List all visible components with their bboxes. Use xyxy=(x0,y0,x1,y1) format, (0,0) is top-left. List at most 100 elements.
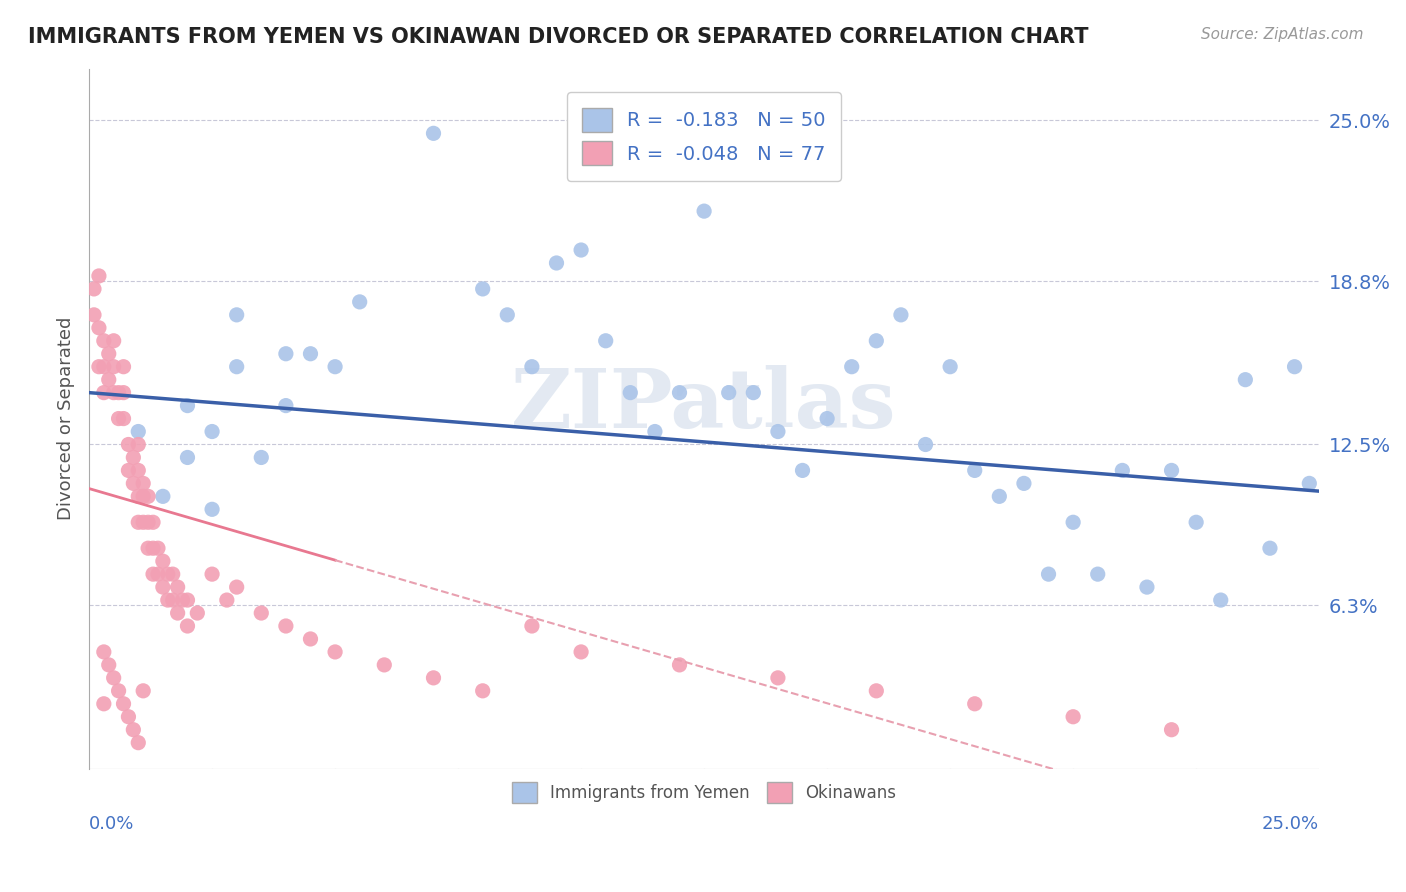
Point xyxy=(988,489,1011,503)
Point xyxy=(215,593,238,607)
Point xyxy=(274,347,297,361)
Y-axis label: Divorced or Separated: Divorced or Separated xyxy=(58,317,75,520)
Point xyxy=(107,411,129,425)
Point xyxy=(176,619,198,633)
Point xyxy=(127,425,149,439)
Point xyxy=(146,567,169,582)
Point xyxy=(693,204,716,219)
Point xyxy=(83,282,105,296)
Point xyxy=(815,411,838,425)
Point xyxy=(87,268,110,283)
Point xyxy=(569,645,592,659)
Point xyxy=(201,425,224,439)
Point xyxy=(644,425,666,439)
Point xyxy=(939,359,962,374)
Point xyxy=(132,516,155,530)
Point xyxy=(142,567,165,582)
Point xyxy=(201,502,224,516)
Point xyxy=(865,683,887,698)
Point xyxy=(323,359,346,374)
Point xyxy=(112,359,135,374)
Point xyxy=(176,450,198,465)
Point xyxy=(117,710,139,724)
Point xyxy=(132,683,155,698)
Point xyxy=(250,606,273,620)
Point xyxy=(132,476,155,491)
Point xyxy=(87,359,110,374)
Point xyxy=(1087,567,1109,582)
Point xyxy=(1136,580,1159,594)
Point xyxy=(152,580,174,594)
Point xyxy=(93,334,115,348)
Point xyxy=(299,347,322,361)
Point xyxy=(1258,541,1281,556)
Point xyxy=(766,425,789,439)
Point xyxy=(127,463,149,477)
Text: 25.0%: 25.0% xyxy=(1263,815,1319,833)
Point xyxy=(117,437,139,451)
Point xyxy=(766,671,789,685)
Point xyxy=(103,334,125,348)
Legend: Immigrants from Yemen, Okinawans: Immigrants from Yemen, Okinawans xyxy=(506,776,903,809)
Point xyxy=(176,593,198,607)
Point xyxy=(127,736,149,750)
Point xyxy=(250,450,273,465)
Point xyxy=(162,567,184,582)
Point xyxy=(422,126,444,140)
Point xyxy=(890,308,912,322)
Point xyxy=(93,385,115,400)
Point xyxy=(1185,516,1208,530)
Point xyxy=(914,437,936,451)
Point xyxy=(112,697,135,711)
Point xyxy=(136,489,159,503)
Point xyxy=(471,282,494,296)
Point xyxy=(1062,516,1084,530)
Point xyxy=(156,567,179,582)
Point xyxy=(93,359,115,374)
Point xyxy=(225,308,247,322)
Point xyxy=(225,359,247,374)
Point xyxy=(103,671,125,685)
Point xyxy=(546,256,568,270)
Point xyxy=(166,606,188,620)
Point xyxy=(1160,463,1182,477)
Point xyxy=(117,463,139,477)
Point xyxy=(520,359,543,374)
Point xyxy=(122,476,145,491)
Point xyxy=(841,359,863,374)
Text: Source: ZipAtlas.com: Source: ZipAtlas.com xyxy=(1201,27,1364,42)
Point xyxy=(373,657,395,672)
Point xyxy=(865,334,887,348)
Point xyxy=(97,657,120,672)
Point xyxy=(166,580,188,594)
Point xyxy=(274,619,297,633)
Text: ZIPatlas: ZIPatlas xyxy=(512,365,897,444)
Point xyxy=(595,334,617,348)
Point xyxy=(127,516,149,530)
Point xyxy=(1111,463,1133,477)
Point xyxy=(83,308,105,322)
Point xyxy=(274,399,297,413)
Point xyxy=(127,437,149,451)
Point xyxy=(152,489,174,503)
Text: IMMIGRANTS FROM YEMEN VS OKINAWAN DIVORCED OR SEPARATED CORRELATION CHART: IMMIGRANTS FROM YEMEN VS OKINAWAN DIVORC… xyxy=(28,27,1088,46)
Point xyxy=(146,541,169,556)
Point xyxy=(1234,373,1257,387)
Point xyxy=(156,593,179,607)
Point xyxy=(1062,710,1084,724)
Point xyxy=(1038,567,1060,582)
Point xyxy=(1298,476,1320,491)
Point xyxy=(225,580,247,594)
Point xyxy=(142,541,165,556)
Point xyxy=(103,385,125,400)
Point xyxy=(717,385,740,400)
Point xyxy=(93,645,115,659)
Point xyxy=(87,321,110,335)
Point xyxy=(176,399,198,413)
Point xyxy=(963,697,986,711)
Point xyxy=(186,606,208,620)
Point xyxy=(162,593,184,607)
Point xyxy=(122,723,145,737)
Point xyxy=(471,683,494,698)
Point xyxy=(569,243,592,257)
